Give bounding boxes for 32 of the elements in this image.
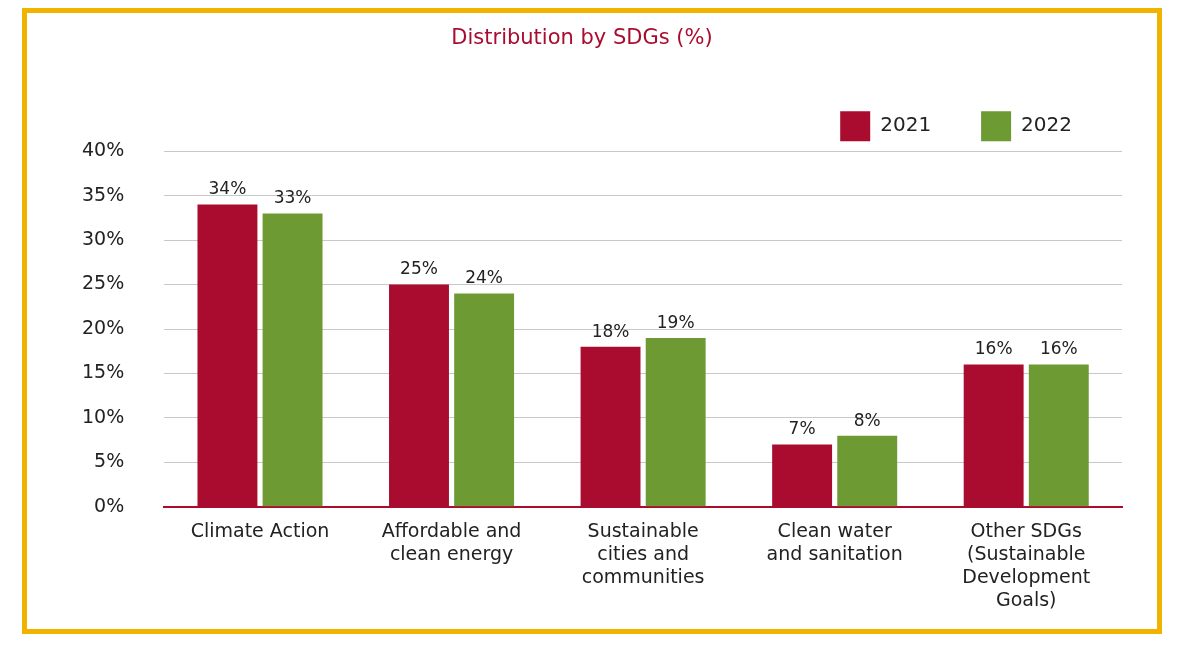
data-label: 18%	[591, 320, 630, 341]
x-tick-label: Other SDGs (Sustainable Development Goals)	[962, 519, 1091, 610]
data-label: 19%	[656, 311, 695, 332]
x-tick-label: Affordable and clean energy	[381, 519, 522, 564]
x-tick-label: Clean water and sanitation	[766, 519, 903, 564]
y-tick-label: 15%	[82, 360, 125, 383]
legend-label: 2022	[1021, 112, 1073, 137]
bar	[454, 293, 515, 507]
x-tick-label: Climate Action	[190, 519, 330, 542]
y-tick-label: 10%	[82, 404, 125, 427]
x-tick-label: Sustainable cities and communities	[581, 519, 705, 587]
data-label: 7%	[788, 418, 816, 439]
legend-label: 2021	[880, 112, 932, 137]
data-label: 24%	[465, 267, 504, 288]
bar	[1028, 364, 1089, 507]
data-label: 25%	[400, 258, 438, 279]
bar	[262, 213, 323, 507]
y-tick-label: 5%	[94, 449, 125, 472]
data-label: 34%	[208, 178, 247, 199]
y-tick-label: 40%	[82, 138, 125, 161]
data-label: 8%	[853, 409, 881, 430]
data-label: 33%	[273, 187, 312, 208]
bar	[837, 435, 898, 507]
data-label: 16%	[1039, 338, 1078, 359]
y-tick-label: 20%	[82, 315, 125, 338]
data-label: 16%	[974, 338, 1013, 359]
y-tick-label: 30%	[82, 227, 125, 250]
y-tick-label: 25%	[82, 271, 125, 294]
y-tick-label: 0%	[94, 493, 125, 516]
bar	[645, 337, 706, 507]
chart-title: Distribution by SDGs (%)	[451, 25, 713, 50]
y-tick-label: 35%	[82, 182, 125, 205]
